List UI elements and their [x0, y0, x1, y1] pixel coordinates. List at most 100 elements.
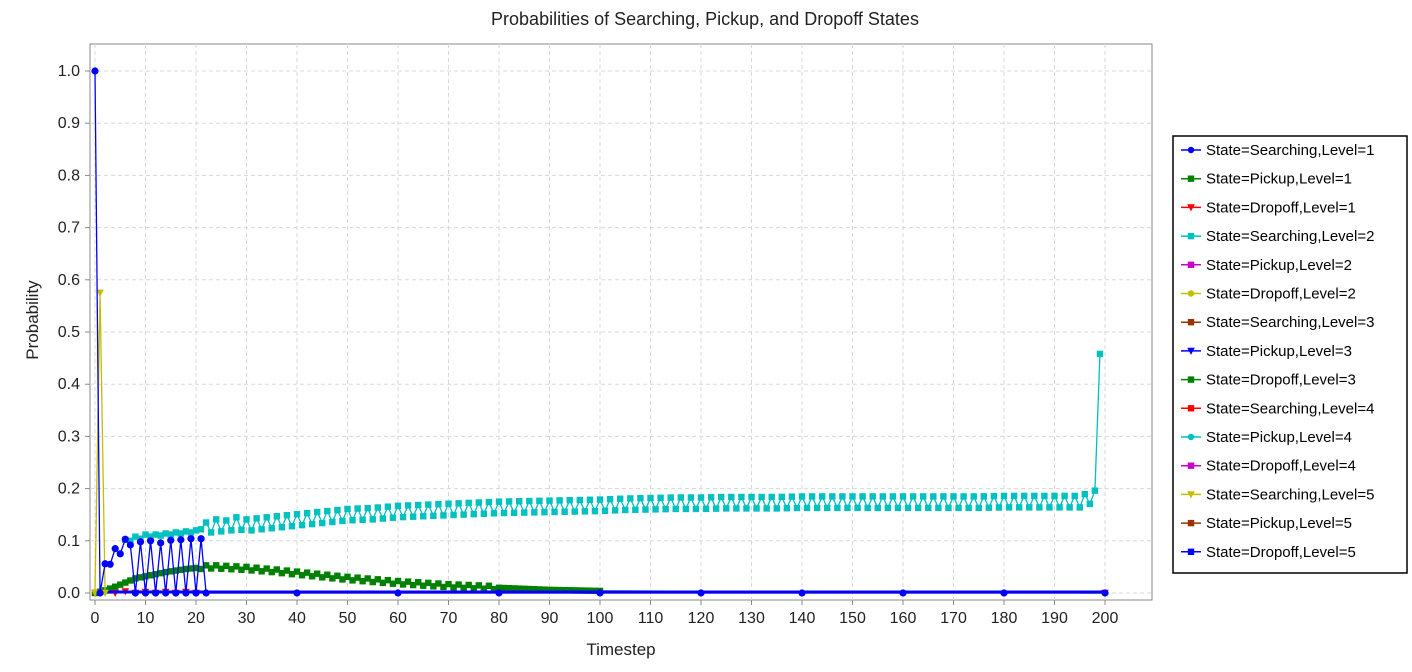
data-point	[253, 564, 260, 571]
data-point	[202, 589, 210, 597]
data-point	[288, 571, 296, 578]
data-point	[985, 504, 993, 511]
legend-label: State=Dropoff,Level=1	[1206, 199, 1356, 216]
data-point	[308, 520, 316, 528]
data-point	[591, 507, 599, 515]
data-point	[445, 500, 452, 507]
data-point	[450, 584, 457, 591]
data-point	[329, 518, 336, 526]
data-point	[566, 587, 573, 594]
data-point	[561, 586, 568, 594]
legend-marker	[1187, 433, 1195, 441]
data-point	[657, 494, 664, 501]
data-point	[187, 535, 195, 543]
data-point	[374, 504, 381, 511]
legend-item: State=Dropoff,Level=3	[1181, 372, 1356, 389]
data-point	[384, 576, 392, 584]
data-point	[940, 493, 947, 500]
x-tick-label: 100	[587, 610, 614, 627]
data-point	[425, 579, 432, 587]
data-point	[1066, 504, 1073, 511]
legend-label: State=Searching,Level=5	[1206, 486, 1374, 503]
data-point	[455, 581, 462, 588]
data-point	[778, 493, 785, 501]
data-point	[167, 531, 174, 538]
data-point	[399, 513, 407, 521]
data-point	[667, 494, 674, 501]
data-point	[763, 505, 770, 512]
legend-label: State=Pickup,Level=1	[1206, 171, 1352, 188]
data-point	[238, 526, 245, 534]
data-point	[510, 509, 518, 517]
data-point	[213, 516, 220, 523]
data-point	[399, 581, 407, 588]
data-point	[490, 585, 498, 593]
data-point	[702, 505, 710, 513]
data-point	[248, 527, 255, 534]
data-point	[808, 493, 816, 500]
data-point	[495, 498, 503, 505]
data-point	[389, 580, 397, 587]
data-point	[914, 504, 922, 512]
data-point	[531, 586, 538, 593]
legend-label: State=Searching,Level=3	[1206, 314, 1374, 331]
data-point	[662, 505, 669, 513]
data-point	[1041, 492, 1048, 500]
data-point	[490, 510, 498, 517]
data-point	[1005, 504, 1013, 511]
x-tick-label: 90	[541, 610, 559, 627]
data-point	[455, 500, 462, 507]
data-point	[950, 493, 957, 500]
data-point	[510, 585, 518, 592]
legend: State=Searching,Level=1 State=Pickup,Leve…	[1172, 135, 1408, 574]
data-point	[712, 505, 720, 512]
data-point	[521, 509, 528, 516]
data-point	[859, 493, 866, 500]
legend-marker	[1187, 290, 1195, 297]
data-point	[329, 575, 336, 582]
data-point	[96, 589, 104, 597]
data-point	[874, 504, 881, 512]
data-point	[258, 526, 265, 533]
data-point	[622, 506, 629, 514]
data-point	[126, 541, 134, 549]
legend-marker	[1187, 261, 1195, 268]
legend-item: State=Searching,Level=3	[1181, 314, 1374, 331]
data-point	[409, 513, 417, 520]
data-point	[1101, 589, 1109, 597]
data-point	[606, 495, 614, 503]
data-point	[1026, 504, 1033, 511]
x-tick-label: 180	[991, 610, 1018, 627]
y-tick-label: 0.4	[58, 376, 80, 393]
data-point	[298, 572, 306, 579]
data-point	[753, 505, 760, 512]
data-point	[586, 496, 594, 503]
y-tick-label: 0.6	[58, 272, 80, 289]
data-point	[172, 567, 179, 574]
data-point	[965, 504, 972, 512]
data-point	[798, 589, 806, 597]
data-point	[91, 67, 99, 75]
data-point	[258, 568, 265, 575]
data-point	[132, 575, 139, 582]
data-point	[738, 493, 745, 501]
y-tick-label: 0.8	[58, 167, 80, 184]
data-point	[642, 506, 649, 513]
data-point	[192, 564, 200, 572]
legend-label: State=Dropoff,Level=5	[1206, 544, 1356, 561]
data-point	[470, 510, 477, 518]
data-point	[127, 577, 134, 584]
data-point	[526, 585, 533, 593]
x-tick-label: 80	[490, 610, 508, 627]
data-point	[268, 568, 275, 576]
data-point	[409, 581, 417, 589]
data-point	[536, 497, 543, 505]
data-point	[122, 579, 129, 586]
data-point	[324, 507, 331, 515]
data-point	[485, 582, 493, 589]
data-point	[909, 493, 917, 500]
x-tick-label: 110	[638, 610, 664, 627]
data-point	[1081, 490, 1088, 498]
data-point	[1051, 492, 1058, 500]
data-point	[223, 517, 230, 524]
